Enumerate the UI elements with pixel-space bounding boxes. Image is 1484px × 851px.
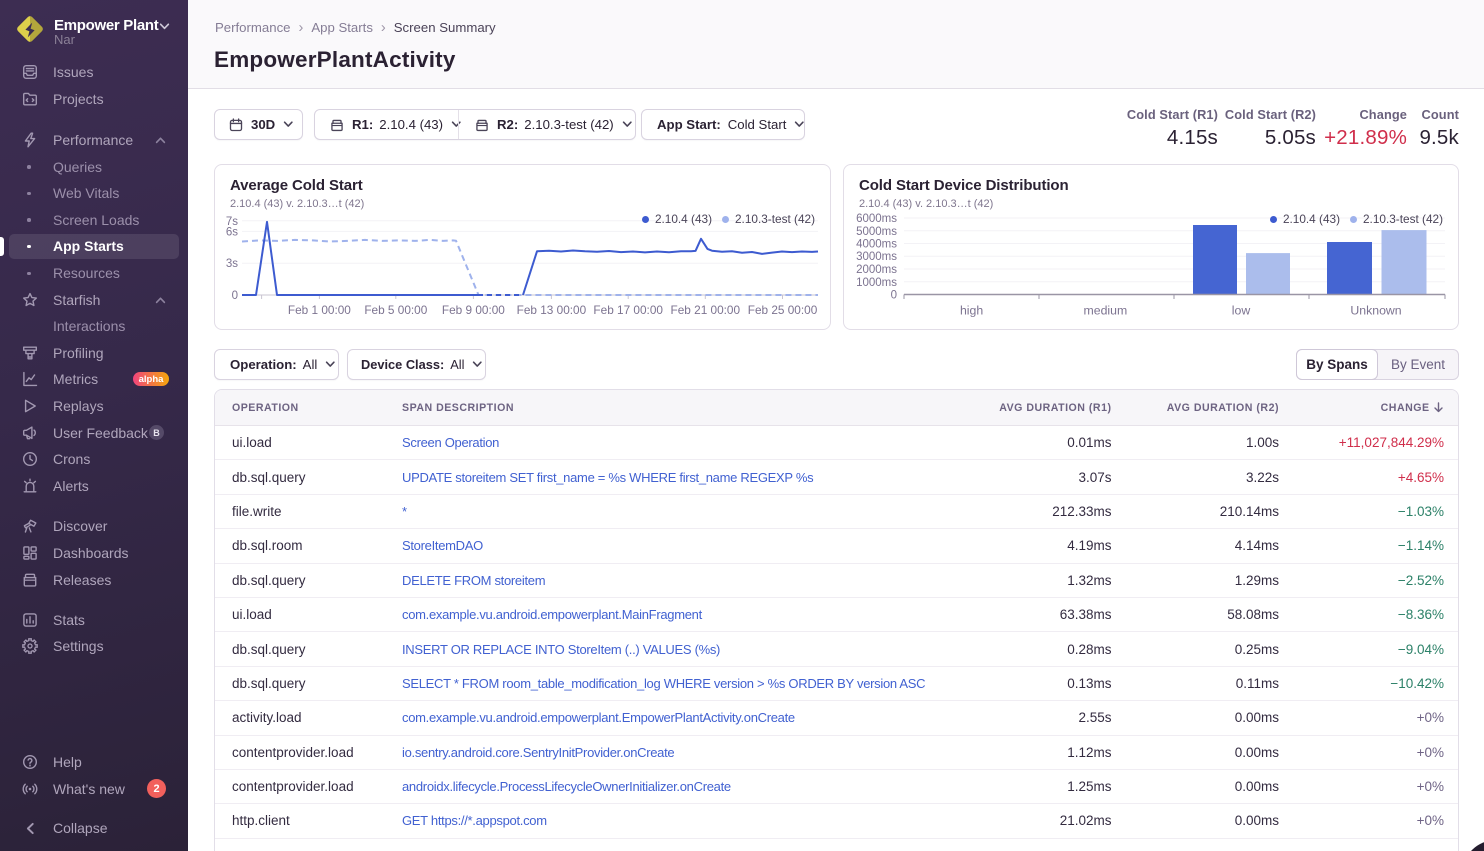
svg-text:0: 0: [232, 290, 238, 302]
svg-text:5000ms: 5000ms: [856, 226, 897, 238]
svg-text:3s: 3s: [226, 258, 238, 270]
svg-text:Feb 9 00:00: Feb 9 00:00: [442, 303, 505, 317]
svg-text:Feb 13 00:00: Feb 13 00:00: [517, 303, 587, 317]
svg-text:medium: medium: [1084, 304, 1128, 318]
svg-text:3000ms: 3000ms: [856, 251, 897, 263]
svg-text:Feb 5 00:00: Feb 5 00:00: [364, 303, 427, 317]
svg-text:4000ms: 4000ms: [856, 239, 897, 251]
svg-text:7s: 7s: [226, 216, 238, 228]
svg-text:Feb 25 00:00: Feb 25 00:00: [748, 303, 818, 317]
svg-text:2000ms: 2000ms: [856, 264, 897, 276]
svg-text:high: high: [960, 304, 983, 318]
svg-text:0: 0: [891, 290, 897, 302]
svg-text:Feb 1 00:00: Feb 1 00:00: [288, 303, 351, 317]
svg-text:6s: 6s: [226, 226, 238, 238]
svg-text:1000ms: 1000ms: [856, 277, 897, 289]
svg-text:6000ms: 6000ms: [856, 213, 897, 225]
svg-text:Feb 21 00:00: Feb 21 00:00: [671, 303, 741, 317]
svg-text:Feb 17 00:00: Feb 17 00:00: [593, 303, 663, 317]
svg-text:low: low: [1232, 304, 1251, 318]
svg-text:Unknown: Unknown: [1350, 304, 1401, 318]
